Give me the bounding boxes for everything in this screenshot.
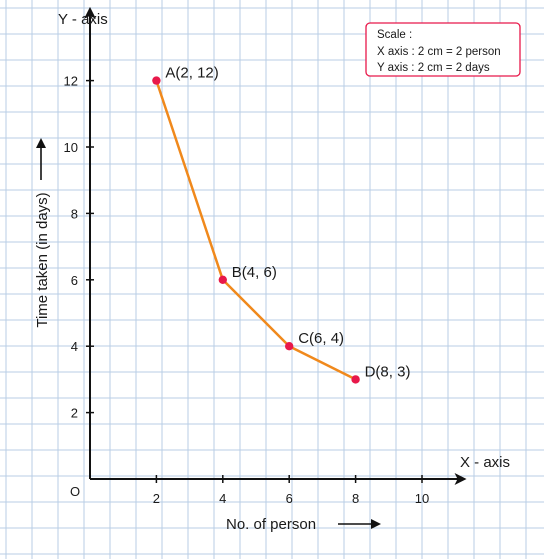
data-point-marker	[152, 76, 161, 85]
arrow-head	[36, 138, 46, 148]
x-tick-label: 4	[219, 491, 226, 506]
y-axis-arrowhead	[84, 6, 96, 19]
data-point-marker	[218, 275, 227, 284]
scale-box-frame	[365, 22, 521, 77]
x-axis-title: No. of person	[226, 516, 316, 533]
data-point-label: B(4, 6)	[232, 264, 277, 281]
x-tick-label: 8	[352, 491, 359, 506]
scale-box-title: Scale :	[377, 29, 412, 41]
data-point-label: C(6, 4)	[298, 330, 344, 347]
origin-label: O	[70, 484, 80, 499]
scale-box: Scale : X axis : 2 cm = 2 person Y axis …	[365, 22, 521, 77]
arrow-head	[371, 519, 381, 529]
y-tick-label: 8	[71, 206, 78, 221]
point-labels: A(2, 12) B(4, 6) C(6, 4) D(8, 3)	[165, 65, 410, 381]
y-tick-label: 10	[64, 140, 78, 155]
x-tick-label: 2	[153, 491, 160, 506]
scale-box-y-line: Y axis : 2 cm = 2 days	[377, 62, 490, 74]
y-tick-label: 6	[71, 273, 78, 288]
axes	[84, 6, 467, 485]
y-tick-label: 4	[71, 339, 78, 354]
y-tick-label: 2	[71, 406, 78, 421]
x-axis-title-arrow-icon	[338, 519, 381, 529]
y-tick-label: 12	[64, 74, 78, 89]
y-axis-title: Time taken (in days)	[34, 192, 51, 327]
series-polyline	[155, 80, 357, 381]
y-axis-title-arrow-icon	[36, 138, 46, 180]
x-tick-label: 6	[286, 491, 293, 506]
data-point-label: D(8, 3)	[365, 363, 411, 380]
series-line	[155, 80, 357, 381]
data-point-marker	[351, 375, 360, 384]
data-points	[152, 76, 360, 384]
data-point-marker	[285, 342, 294, 351]
x-axis-arrowhead	[454, 473, 467, 485]
ticks: 2 4 6 8 10 2 4 6 8 10 12	[64, 74, 430, 506]
x-tick-label: 10	[415, 491, 429, 506]
y-axis-name: Y - axis	[58, 11, 108, 28]
x-axis-name: X - axis	[460, 454, 510, 471]
scale-box-x-line: X axis : 2 cm = 2 person	[377, 46, 501, 58]
data-point-label: A(2, 12)	[165, 65, 218, 82]
